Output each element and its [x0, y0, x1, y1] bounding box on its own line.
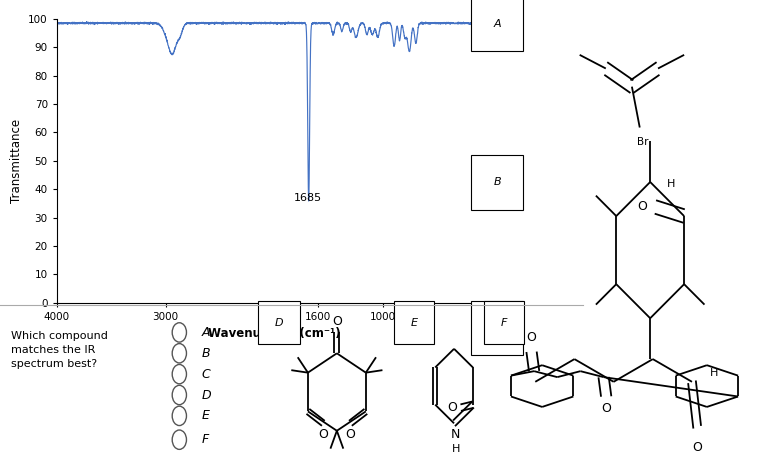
Text: H: H	[710, 368, 718, 378]
Text: D: D	[201, 388, 211, 402]
Text: 1685: 1685	[294, 193, 322, 203]
Text: F: F	[501, 317, 507, 327]
Text: H: H	[667, 179, 675, 189]
Y-axis label: Transmittance: Transmittance	[10, 119, 23, 203]
Text: O: O	[332, 315, 342, 328]
Text: F: F	[201, 433, 208, 446]
Text: O: O	[637, 201, 647, 213]
Text: A: A	[201, 326, 210, 339]
Text: B: B	[494, 177, 501, 187]
Text: O: O	[692, 441, 702, 454]
Text: O: O	[447, 401, 457, 414]
Text: O: O	[319, 428, 329, 441]
Text: Which compound
matches the IR
spectrum best?: Which compound matches the IR spectrum b…	[11, 331, 108, 369]
Text: Br: Br	[637, 137, 648, 147]
X-axis label: Wavenumber (cm⁻¹): Wavenumber (cm⁻¹)	[208, 327, 341, 340]
Text: N: N	[451, 428, 460, 441]
Text: O: O	[345, 428, 355, 441]
Text: C: C	[201, 368, 210, 381]
Text: C: C	[494, 323, 501, 333]
Text: A: A	[494, 18, 501, 28]
Text: B: B	[201, 347, 210, 360]
Text: D: D	[275, 317, 284, 327]
Text: H: H	[452, 444, 460, 454]
Text: O: O	[527, 332, 537, 344]
Text: E: E	[410, 317, 418, 327]
Text: E: E	[201, 409, 209, 422]
Text: O: O	[601, 403, 611, 415]
